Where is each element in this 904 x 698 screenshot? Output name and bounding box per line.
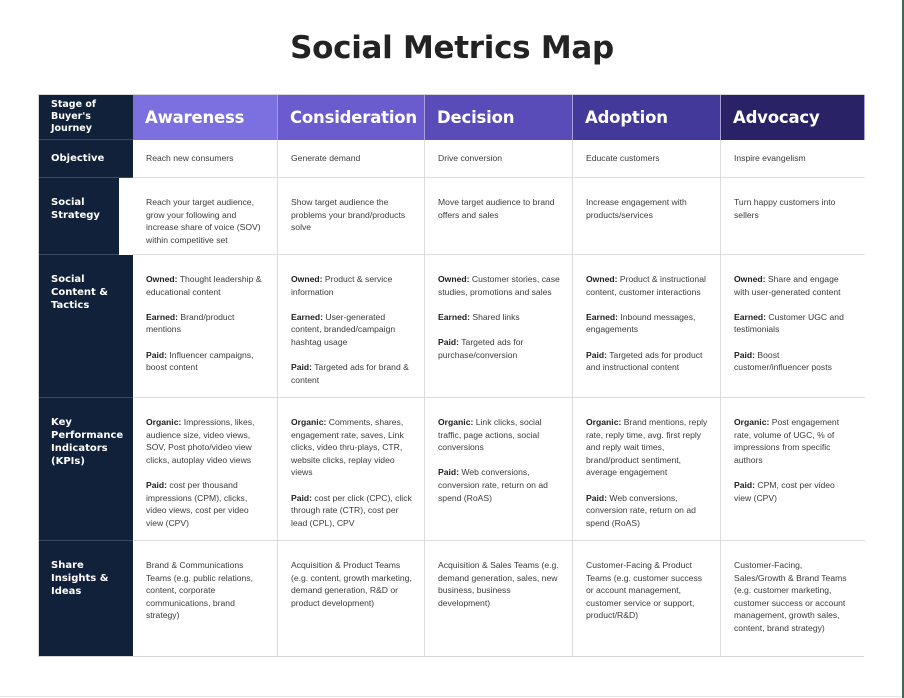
- paid-label: Paid:: [146, 349, 168, 360]
- earned-label: Earned:: [291, 311, 323, 322]
- kpi-cell: Organic: Post engagement rate, volume of…: [721, 398, 865, 541]
- share-cell: Brand & Communications Teams (e.g. publi…: [133, 541, 278, 656]
- content-cell: Owned: Thought leadership & educational …: [133, 255, 278, 398]
- earned-text: User-generated content, branded/campaign…: [291, 311, 396, 347]
- paid-text: Web conversions, conversion rate, return…: [586, 492, 696, 528]
- paid-label: Paid:: [438, 336, 460, 347]
- paid-text: cost per thousand impressions (CPM), cli…: [146, 479, 249, 528]
- kpi-cell: Organic: Comments, shares, engagement ra…: [278, 398, 425, 541]
- owned-label: Owned:: [291, 274, 323, 284]
- owned-text: Product & service information: [291, 274, 393, 297]
- owned-text: Product & instructional content, custome…: [586, 274, 706, 297]
- earned-text: Customer UGC and testimonials: [734, 311, 844, 335]
- objective-cell: Educate customers: [573, 140, 721, 178]
- objective-cell: Drive conversion: [425, 140, 573, 178]
- stage-header-awareness: Awareness: [133, 95, 278, 140]
- share-cell: Acquisition & Product Teams (e.g. conten…: [278, 541, 425, 656]
- earned-text: Shared links: [472, 311, 520, 322]
- content-cell: Owned: Share and engage with user-genera…: [721, 255, 865, 398]
- share-cell: Acquisition & Sales Teams (e.g. demand g…: [425, 541, 573, 656]
- strategy-cell: Move target audience to brand offers and…: [425, 178, 573, 255]
- paid-label: Paid:: [438, 467, 460, 478]
- organic-text: Brand mentions, reply rate, reply time, …: [586, 417, 708, 478]
- earned-label: Earned:: [146, 311, 178, 322]
- content-cell: Owned: Product & service information Ear…: [278, 255, 425, 398]
- owned-label: Owned:: [586, 274, 618, 284]
- owned-label: Owned:: [438, 274, 470, 284]
- row-header-label: Share Insights & Ideas: [51, 560, 109, 597]
- organic-text: Post engagement rate, volume of UGC, % o…: [734, 417, 840, 465]
- row-header-label: Social Strategy: [51, 197, 100, 221]
- stage-header-advocacy: Advocacy: [721, 95, 865, 140]
- strategy-cell: Reach your target audience, grow your fo…: [133, 178, 278, 255]
- objective-cell: Inspire evangelism: [721, 140, 865, 178]
- strategy-cell: Show target audience the problems your b…: [278, 178, 425, 255]
- content-cell: Owned: Product & instructional content, …: [573, 255, 721, 398]
- paid-text: Boost customer/influencer posts: [734, 349, 832, 373]
- paid-label: Paid:: [734, 479, 756, 490]
- share-cell: Customer-Facing & Product Teams (e.g. cu…: [573, 541, 721, 656]
- share-cell: Customer-Facing, Sales/Growth & Brand Te…: [721, 541, 865, 656]
- earned-text: Brand/product mentions: [146, 311, 235, 335]
- paid-label: Paid:: [586, 349, 608, 360]
- row-header-objective: Objective: [39, 140, 133, 178]
- corner-header: Stage of Buyer's Journey: [39, 95, 133, 140]
- paid-text: Targeted ads for brand & content: [291, 362, 409, 385]
- strategy-cell: Turn happy customers into sellers: [721, 178, 865, 255]
- earned-label: Earned:: [586, 311, 618, 322]
- paid-text: Targeted ads for purchase/conversion: [438, 336, 524, 360]
- organic-text: Comments, shares, engagement rate, saves…: [291, 417, 404, 478]
- stage-header-adoption: Adoption: [573, 95, 721, 140]
- page-title: Social Metrics Map: [290, 30, 614, 66]
- stage-header-consideration: Consideration: [278, 95, 425, 140]
- paid-label: Paid:: [291, 492, 313, 503]
- objective-cell: Generate demand: [278, 140, 425, 178]
- paid-text: Targeted ads for product and instruction…: [586, 349, 703, 373]
- row-header-share-insights: Share Insights & Ideas: [39, 541, 133, 656]
- row-header-label: Key Performance Indicators (KPIs): [51, 417, 124, 467]
- earned-label: Earned:: [438, 311, 470, 322]
- organic-text: Link clicks, social traffic, page action…: [438, 417, 542, 453]
- objective-cell: Reach new consumers: [133, 140, 278, 178]
- social-metrics-table: Stage of Buyer's Journey Awareness Consi…: [38, 94, 865, 657]
- organic-label: Organic:: [438, 417, 474, 427]
- owned-text: Thought leadership & educational content: [146, 274, 262, 297]
- row-header-social-strategy: Social Strategy: [39, 178, 119, 255]
- paid-label: Paid:: [146, 479, 168, 490]
- kpi-cell: Organic: Impressions, likes, audience si…: [133, 398, 278, 541]
- content-cell: Owned: Customer stories, case studies, p…: [425, 255, 573, 398]
- paid-text: Influencer campaigns, boost content: [146, 349, 254, 373]
- bottom-divider: [0, 696, 902, 697]
- earned-label: Earned:: [734, 311, 766, 322]
- organic-label: Organic:: [146, 417, 182, 427]
- organic-label: Organic:: [291, 417, 327, 427]
- owned-text: Share and engage with user-generated con…: [734, 274, 841, 297]
- stage-header-decision: Decision: [425, 95, 573, 140]
- organic-label: Organic:: [586, 417, 622, 427]
- row-header-kpis: Key Performance Indicators (KPIs): [39, 398, 133, 541]
- paid-label: Paid:: [291, 362, 313, 373]
- window-edge: [902, 0, 904, 698]
- row-header-social-content: Social Content & Tactics: [39, 255, 133, 398]
- earned-text: Inbound messages, engagements: [586, 311, 696, 335]
- owned-label: Owned:: [734, 274, 766, 284]
- paid-text: Web conversions, conversion rate, return…: [438, 467, 548, 503]
- kpi-cell: Organic: Brand mentions, reply rate, rep…: [573, 398, 721, 541]
- paid-label: Paid:: [586, 492, 608, 503]
- paid-text: CPM, cost per video view (CPV): [734, 479, 835, 503]
- row-header-label: Social Content & Tactics: [51, 274, 108, 311]
- owned-text: Customer stories, case studies, promotio…: [438, 274, 560, 297]
- strategy-cell: Increase engagement with products/servic…: [573, 178, 721, 255]
- kpi-cell: Organic: Link clicks, social traffic, pa…: [425, 398, 573, 541]
- paid-label: Paid:: [734, 349, 756, 360]
- organic-text: Impressions, likes, audience size, video…: [146, 417, 255, 465]
- paid-text: cost per click (CPC), click through rate…: [291, 492, 412, 528]
- owned-label: Owned:: [146, 274, 178, 284]
- organic-label: Organic:: [734, 417, 770, 427]
